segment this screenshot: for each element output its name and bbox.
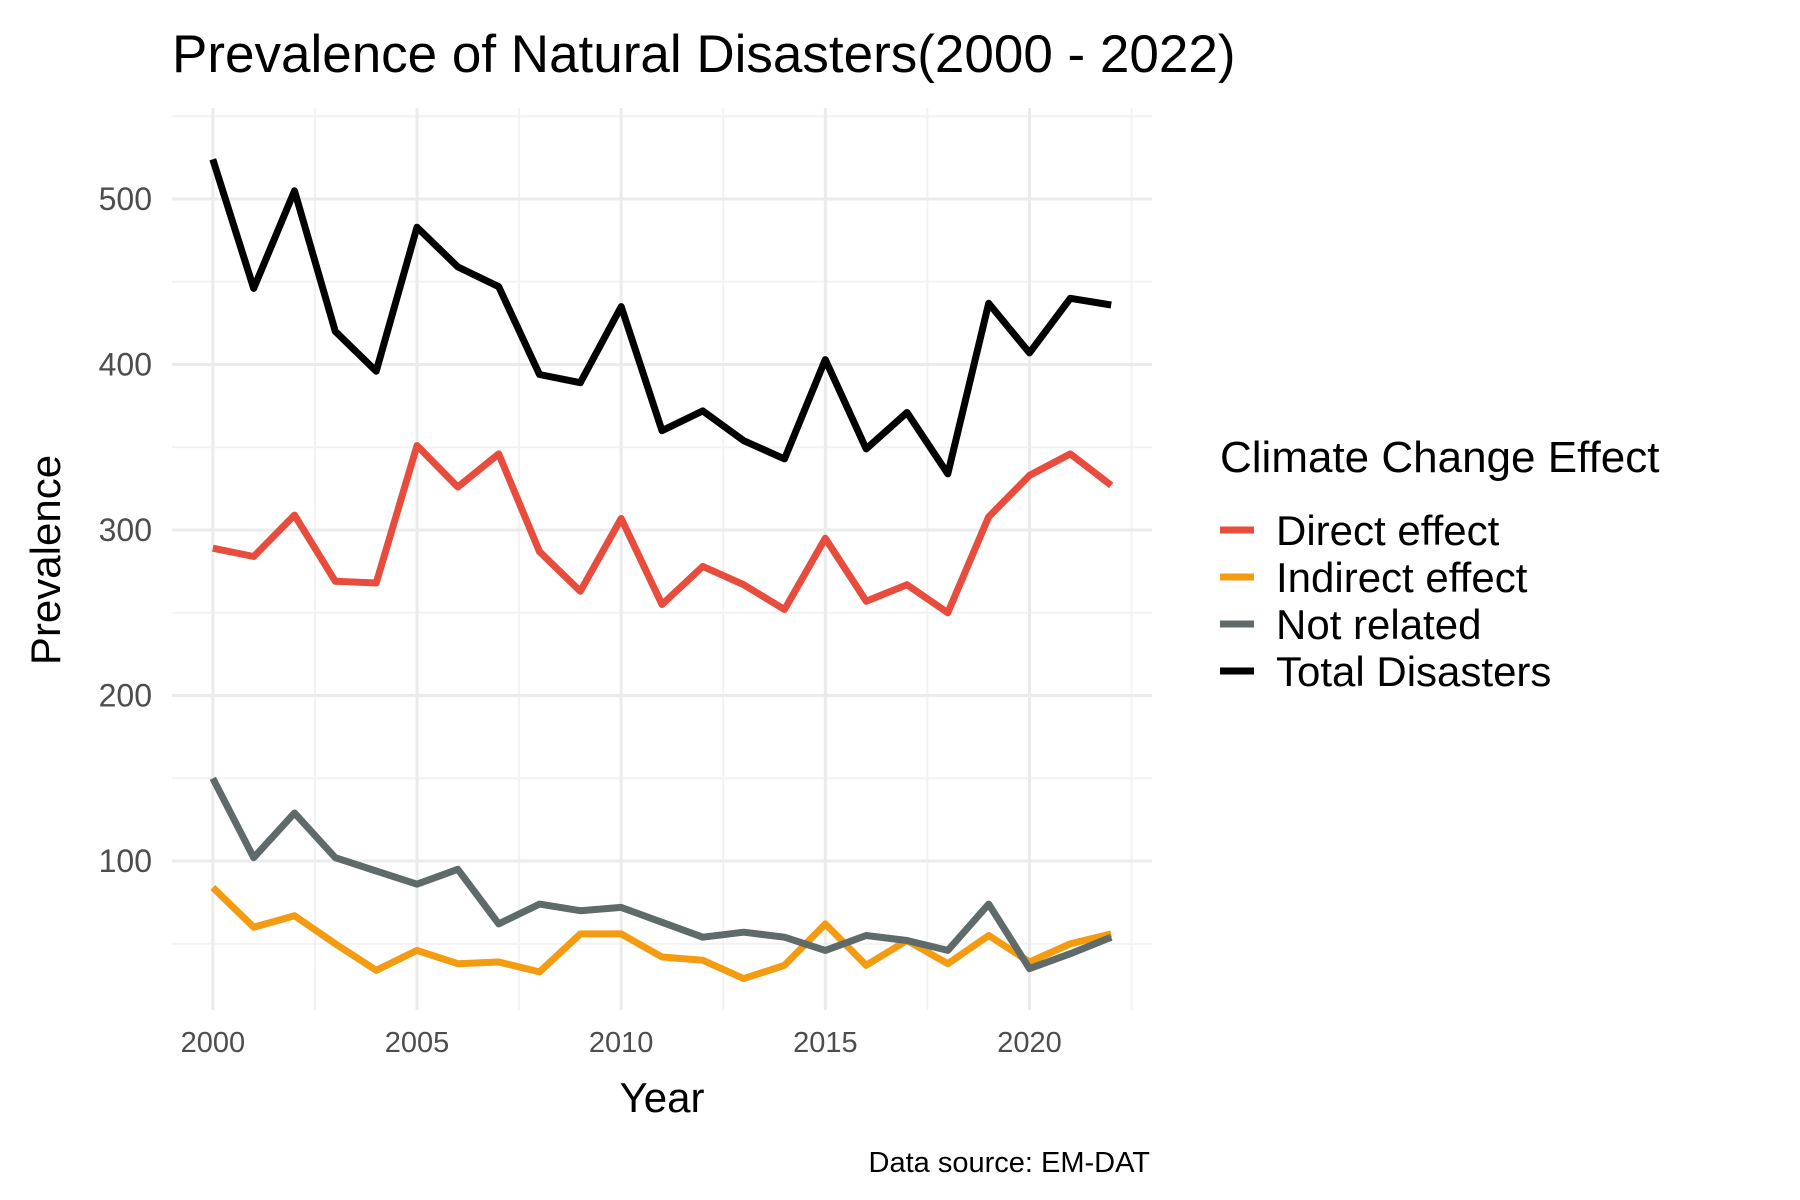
legend: Climate Change Effect Direct effectIndir… <box>1220 433 1659 695</box>
chart-title: Prevalence of Natural Disasters(2000 - 2… <box>172 25 1235 84</box>
legend-label-direct-effect: Direct effect <box>1276 507 1500 554</box>
y-tick-label: 500 <box>99 181 152 217</box>
series-line-direct-effect <box>212 442 1114 617</box>
y-tick-label: 200 <box>99 678 152 714</box>
x-axis-title: Year <box>620 1074 705 1121</box>
y-axis-ticks: 100 200 300 400 500 <box>99 181 152 879</box>
y-axis-title: Prevalence <box>22 455 69 665</box>
series-line-indirect-effect <box>210 884 1113 983</box>
x-axis-ticks: 2000 2005 2010 2015 2020 <box>181 1027 1062 1059</box>
chart-caption: Data source: EM-DAT <box>869 1147 1151 1179</box>
series-lines <box>209 158 1114 983</box>
y-tick-label: 300 <box>99 512 152 548</box>
x-tick-label: 2005 <box>385 1027 450 1059</box>
x-tick-label: 2010 <box>589 1027 654 1059</box>
series-line-not-related <box>209 776 1113 973</box>
legend-label-total-disasters: Total Disasters <box>1276 648 1551 695</box>
series-line-total-disasters <box>209 158 1112 478</box>
legend-title: Climate Change Effect <box>1220 433 1659 482</box>
x-tick-label: 2020 <box>997 1027 1062 1059</box>
x-tick-label: 2015 <box>793 1027 858 1059</box>
legend-label-indirect-effect: Indirect effect <box>1276 554 1528 601</box>
y-tick-label: 100 <box>99 843 152 879</box>
y-tick-label: 400 <box>99 347 152 383</box>
legend-label-not-related: Not related <box>1276 601 1481 648</box>
x-tick-label: 2000 <box>181 1027 246 1059</box>
